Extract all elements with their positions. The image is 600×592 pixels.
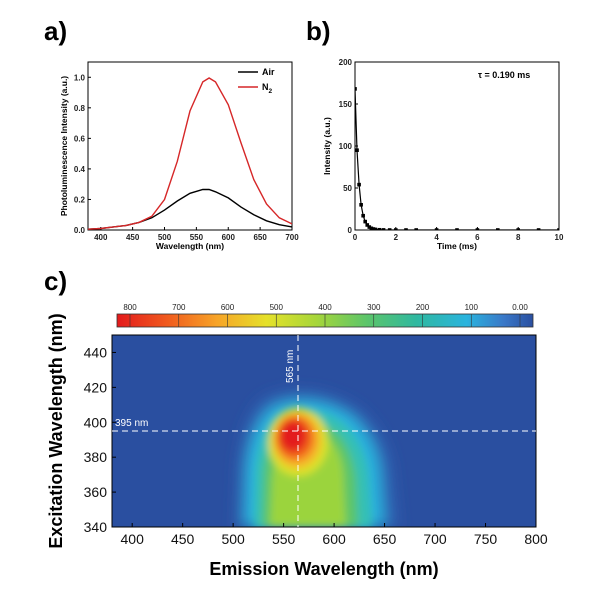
decay-point bbox=[536, 228, 541, 230]
decay-point bbox=[367, 225, 372, 229]
c-x-tick-label: 750 bbox=[474, 531, 498, 547]
x-axis-label-b: Time (ms) bbox=[437, 241, 477, 251]
b-x-tick-label: 6 bbox=[475, 233, 480, 242]
guide-label-vertical: 565 nm bbox=[285, 350, 296, 383]
colorbar-tick-label: 500 bbox=[270, 303, 284, 312]
decay-point bbox=[414, 228, 418, 230]
a-x-tick-label: 550 bbox=[190, 233, 204, 242]
c-x-tick-label: 600 bbox=[322, 531, 346, 547]
legend-label-n2: N2 bbox=[262, 82, 273, 95]
c-x-tick-label: 700 bbox=[423, 531, 447, 547]
c-y-tick-label: 360 bbox=[84, 484, 108, 500]
panel-label-a: a) bbox=[44, 16, 67, 46]
b-y-tick-label: 0 bbox=[348, 226, 353, 235]
legend-label-air: Air bbox=[262, 67, 275, 77]
colorbar-tick-label: 100 bbox=[465, 303, 479, 312]
colorbar-tick-label: 400 bbox=[318, 303, 332, 312]
a-y-tick-label: 0.4 bbox=[74, 165, 86, 174]
c-y-tick-label: 340 bbox=[84, 519, 108, 535]
c-x-tick-label: 800 bbox=[524, 531, 548, 547]
chart-c: 800 700 600 500 400 300 200 100 0.00 565 nm 395 bbox=[46, 303, 548, 579]
decay-point bbox=[381, 228, 386, 230]
legend-a: Air N2 bbox=[238, 67, 275, 95]
decay-point bbox=[496, 228, 500, 230]
decay-point bbox=[434, 228, 439, 230]
decay-point bbox=[455, 228, 459, 230]
b-x-tick-label: 2 bbox=[394, 233, 399, 242]
series-line-n2 bbox=[88, 77, 292, 230]
decay-annotation: τ = 0.190 ms bbox=[478, 70, 530, 80]
decay-point bbox=[377, 227, 382, 230]
c-x-tick-label: 650 bbox=[373, 531, 397, 547]
a-y-tick-label: 0.6 bbox=[74, 134, 86, 143]
b-y-tick-label: 200 bbox=[339, 58, 353, 67]
decay-point bbox=[359, 203, 363, 207]
decay-point bbox=[357, 182, 361, 187]
decay-point bbox=[363, 219, 367, 224]
colorbar-tick-label: 600 bbox=[221, 303, 235, 312]
decay-point bbox=[516, 228, 520, 230]
c-y-tick-label: 400 bbox=[84, 414, 108, 430]
decay-point bbox=[369, 226, 374, 230]
b-y-tick-label: 50 bbox=[343, 184, 352, 193]
colorbar-tick-label: 700 bbox=[172, 303, 186, 312]
b-x-tick-label: 10 bbox=[555, 233, 564, 242]
decay-point bbox=[355, 87, 357, 91]
panel-label-b: b) bbox=[306, 16, 331, 46]
panel-label-c: c) bbox=[44, 266, 67, 296]
guide-label-horizontal: 395 nm bbox=[115, 418, 148, 429]
decay-point bbox=[361, 213, 365, 218]
c-y-tick-label: 420 bbox=[84, 379, 108, 395]
colorbar-tick-label: 300 bbox=[367, 303, 381, 312]
a-y-tick-label: 0.2 bbox=[74, 195, 86, 204]
colorbar-tick-label: 800 bbox=[123, 303, 137, 312]
b-x-tick-label: 4 bbox=[434, 233, 439, 242]
a-x-tick-label: 600 bbox=[222, 233, 236, 242]
c-y-tick-label: 440 bbox=[84, 344, 108, 360]
c-x-tick-label: 550 bbox=[272, 531, 296, 547]
b-y-tick-label: 100 bbox=[339, 142, 353, 151]
a-y-tick-label: 0.8 bbox=[74, 104, 86, 113]
y-axis-label-a: Photoluminescence Intensity (a.u.) bbox=[59, 76, 69, 216]
a-x-tick-label: 500 bbox=[158, 233, 172, 242]
decay-point bbox=[475, 228, 480, 230]
chart-a: 400 450 500 550 600 650 7000.00.20.40.60.81.0 … bbox=[59, 61, 299, 251]
a-x-tick-label: 450 bbox=[126, 233, 140, 242]
a-x-tick-label: 650 bbox=[253, 233, 267, 242]
y-axis-label-c: Excitation Wavelength (nm) bbox=[46, 313, 66, 548]
a-y-tick-label: 1.0 bbox=[74, 73, 86, 82]
y-axis-label-b: Intensity (a.u.) bbox=[322, 117, 332, 175]
c-x-tick-label: 500 bbox=[221, 531, 245, 547]
x-axis-label-c: Emission Wavelength (nm) bbox=[209, 559, 438, 579]
c-x-tick-label: 450 bbox=[171, 531, 195, 547]
c-y-tick-label: 380 bbox=[84, 449, 108, 465]
b-x-tick-label: 8 bbox=[516, 233, 521, 242]
x-axis-label-a: Wavelength (nm) bbox=[156, 241, 224, 251]
decay-point bbox=[404, 228, 408, 230]
decay-point bbox=[557, 228, 559, 230]
decay-point bbox=[387, 228, 392, 230]
a-x-tick-label: 400 bbox=[94, 233, 108, 242]
b-x-tick-label: 0 bbox=[353, 233, 358, 242]
decay-point bbox=[365, 223, 370, 227]
decay-point bbox=[355, 148, 359, 152]
a-y-tick-label: 0.0 bbox=[74, 226, 86, 235]
decay-line bbox=[355, 88, 559, 230]
a-x-tick-label: 700 bbox=[285, 233, 299, 242]
plot-area-b bbox=[354, 61, 560, 231]
colorbar-tick-label: 0.00 bbox=[512, 303, 528, 312]
colorbar-tick-label: 200 bbox=[416, 303, 430, 312]
decay-point bbox=[394, 228, 398, 230]
c-x-tick-label: 400 bbox=[121, 531, 145, 547]
decay-point bbox=[373, 227, 378, 230]
decay-point bbox=[371, 227, 376, 230]
plot-area-a bbox=[87, 61, 293, 231]
b-y-tick-label: 150 bbox=[339, 100, 353, 109]
